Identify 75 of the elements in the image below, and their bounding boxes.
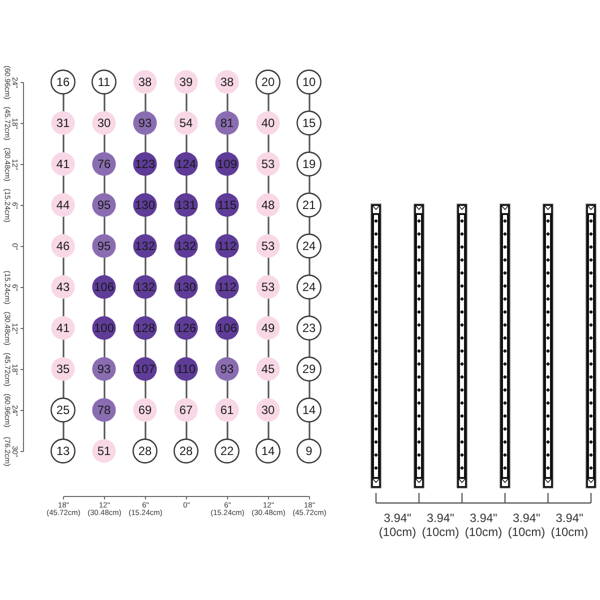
data-label: 49: [261, 321, 275, 335]
data-label: 30: [261, 403, 275, 417]
data-label: 69: [138, 403, 152, 417]
data-label: 53: [261, 157, 275, 171]
data-label: 110: [176, 362, 196, 376]
text: 3.94" (10cm): [550, 511, 588, 539]
data-label: 95: [97, 239, 111, 253]
data-label: 67: [179, 403, 193, 417]
text: 3.94" (10cm): [378, 511, 416, 539]
text: 3.94" (10cm): [422, 511, 460, 539]
data-label: 41: [56, 321, 70, 335]
data-label: 29: [302, 362, 316, 376]
data-label: 61: [220, 403, 234, 417]
data-label: 20: [261, 75, 275, 89]
data-label: 107: [134, 362, 156, 376]
data-label: 21: [302, 198, 316, 212]
data-label: 22: [220, 444, 234, 458]
data-label: 132: [134, 239, 156, 253]
data-label: 24: [302, 239, 316, 253]
data-label: 123: [134, 157, 156, 171]
data-label: 124: [176, 157, 196, 171]
data-label: 126: [176, 321, 196, 335]
data-label: 28: [138, 444, 152, 458]
data-label: 131: [176, 198, 196, 212]
data-label: 40: [261, 116, 275, 130]
data-label: 38: [220, 75, 234, 89]
data-label: 11: [98, 75, 111, 89]
data-label: 24: [302, 280, 316, 294]
data-label: 128: [134, 321, 156, 335]
data-label: 106: [94, 280, 114, 294]
data-label: 23: [302, 321, 316, 335]
data-label: 35: [56, 362, 70, 376]
data-label: 100: [94, 321, 114, 335]
data-label: 115: [217, 198, 237, 212]
data-label: 51: [97, 444, 111, 458]
data-label: 93: [220, 362, 234, 376]
data-label: 31: [56, 116, 70, 130]
data-label: 28: [179, 444, 193, 458]
data-label: 16: [56, 75, 70, 89]
data-label: 53: [261, 280, 275, 294]
data-label: 109: [216, 157, 238, 171]
data-label: 14: [302, 403, 316, 417]
data-label: 39: [179, 75, 193, 89]
data-label: 30: [97, 116, 111, 130]
data-label: 132: [134, 280, 156, 294]
data-label: 15: [302, 116, 316, 130]
data-label: 43: [56, 280, 70, 294]
data-label: 10: [302, 75, 316, 89]
data-label: 93: [138, 116, 152, 130]
data-label: 93: [97, 362, 111, 376]
data-label: 76: [97, 157, 111, 171]
text: 3.94" (10cm): [508, 511, 546, 539]
data-label: 54: [179, 116, 193, 130]
data-label: 19: [302, 157, 316, 171]
data-label: 112: [217, 280, 237, 294]
text: 3.94" (10cm): [464, 511, 502, 539]
data-label: 81: [220, 116, 234, 130]
data-label: 48: [261, 198, 275, 212]
data-label: 132: [176, 239, 196, 253]
data-label: 9: [306, 444, 313, 458]
data-label: 46: [56, 239, 70, 253]
data-label: 14: [261, 444, 275, 458]
data-label: 13: [56, 444, 70, 458]
data-label: 53: [261, 239, 275, 253]
data-label: 25: [56, 403, 70, 417]
data-label: 45: [261, 362, 275, 376]
data-label: 106: [216, 321, 238, 335]
data-label: 41: [56, 157, 70, 171]
data-label: 95: [97, 198, 111, 212]
data-label: 130: [134, 198, 156, 212]
data-label: 44: [56, 198, 70, 212]
data-label: 38: [138, 75, 152, 89]
data-label: 130: [176, 280, 196, 294]
data-label: 112: [217, 239, 237, 253]
data-label: 78: [97, 403, 111, 417]
